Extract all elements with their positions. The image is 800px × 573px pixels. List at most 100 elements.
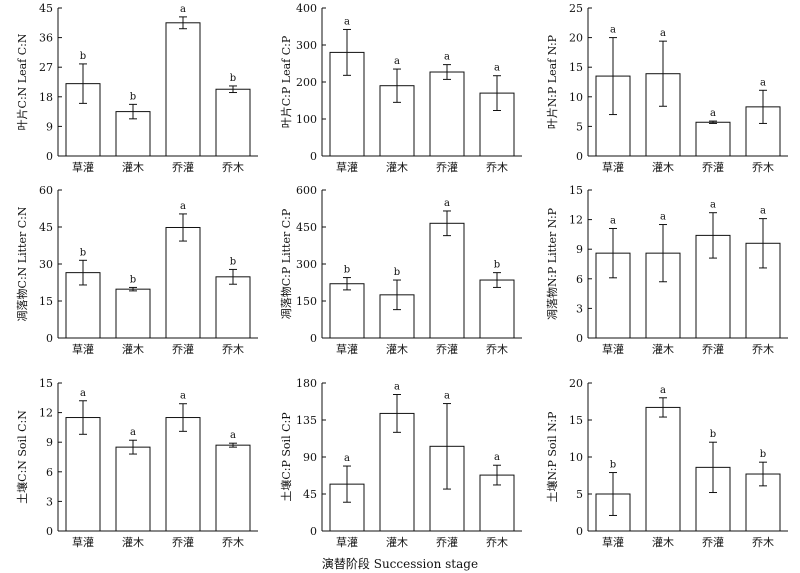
significance-letter: a: [180, 201, 186, 212]
significance-letter: a: [130, 427, 136, 438]
x-category-label: 乔木: [752, 343, 774, 356]
significance-letter: b: [80, 51, 86, 62]
y-tick-label: 600: [296, 184, 317, 197]
y-tick-label: 0: [576, 332, 583, 345]
significance-letter: b: [610, 460, 616, 471]
y-tick-label: 5: [576, 120, 583, 133]
y-tick-label: 5: [576, 488, 583, 501]
x-category-label: 乔灌: [172, 536, 194, 549]
y-tick-label: 15: [39, 295, 53, 308]
x-category-label: 灌木: [386, 161, 408, 174]
significance-letter: b: [130, 274, 136, 285]
bar: [479, 279, 515, 339]
y-tick-label: 10: [569, 91, 583, 104]
y-tick-label: 135: [296, 414, 317, 427]
significance-letter: a: [230, 430, 236, 441]
y-tick-label: 10: [569, 451, 583, 464]
significance-letter: a: [444, 391, 450, 402]
y-tick-label: 0: [310, 150, 317, 163]
y-tick-label: 400: [296, 2, 317, 15]
y-tick-label: 180: [296, 377, 317, 390]
y-tick-label: 45: [39, 2, 53, 15]
y-tick-label: 0: [576, 525, 583, 538]
y-tick-label: 3: [46, 495, 53, 508]
significance-letter: a: [80, 388, 86, 399]
panel-3: 0 5 10 15 20 25 叶片N:P Leaf N:P a 草灌 a 灌木 a 乔灌 a 乔木: [546, 2, 788, 174]
significance-letter: a: [394, 382, 400, 393]
significance-letter: a: [180, 4, 186, 15]
bar: [215, 88, 251, 157]
y-tick-label: 300: [296, 39, 317, 52]
bar: [695, 121, 731, 157]
y-tick-label: 0: [310, 525, 317, 538]
bar: [65, 417, 101, 532]
bar: [429, 71, 465, 157]
y-tick-label: 0: [46, 150, 53, 163]
bar: [429, 222, 465, 339]
significance-letter: a: [494, 63, 500, 74]
bar: [165, 417, 201, 532]
y-tick-label: 150: [296, 295, 317, 308]
significance-letter: b: [80, 247, 86, 258]
x-category-label: 灌木: [122, 161, 144, 174]
y-tick-label: 0: [310, 332, 317, 345]
x-category-label: 草灌: [336, 343, 358, 356]
y-tick-label: 9: [46, 436, 53, 449]
significance-letter: a: [444, 52, 450, 63]
x-category-label: 乔木: [752, 161, 774, 174]
y-axis-label: 凋落物N:P Litter N:P: [545, 207, 559, 320]
x-category-label: 草灌: [602, 343, 624, 356]
x-axis-title: 演替阶段 Succession stage: [322, 556, 478, 571]
x-category-label: 草灌: [72, 536, 94, 549]
x-category-label: 乔木: [222, 343, 244, 356]
panel-7: 0 3 6 9 12 15 土壤C:N Soil C:N a 草灌 a 灌木 a 乔灌 a 乔木: [15, 377, 258, 549]
y-tick-label: 18: [39, 91, 53, 104]
y-tick-label: 6: [46, 466, 53, 479]
panel-9: 0 5 10 15 20 土壤N:P Soil N:P b 草灌 a 灌木 b 乔灌 b 乔木: [545, 377, 788, 549]
y-tick-label: 0: [46, 525, 53, 538]
x-category-label: 乔灌: [702, 536, 724, 549]
significance-letter: a: [710, 200, 716, 211]
x-category-label: 灌木: [386, 343, 408, 356]
x-category-label: 乔灌: [172, 343, 194, 356]
significance-letter: a: [660, 385, 666, 396]
y-axis-label: 凋落物C:P Litter C:P: [279, 208, 293, 319]
significance-letter: b: [230, 256, 236, 267]
x-category-label: 乔木: [486, 343, 508, 356]
y-tick-label: 0: [576, 150, 583, 163]
significance-letter: a: [394, 56, 400, 67]
panel-2: 0 100 200 300 400 叶片C:P Leaf C:P a 草灌 a 灌木 a 乔灌 a 乔木: [280, 2, 522, 174]
y-tick-label: 20: [569, 32, 583, 45]
significance-letter: a: [710, 108, 716, 119]
x-category-label: 灌木: [386, 536, 408, 549]
significance-letter: b: [130, 91, 136, 102]
significance-letter: a: [610, 215, 616, 226]
bar: [215, 444, 251, 532]
bar: [329, 283, 365, 339]
y-axis-label: 叶片C:N Leaf C:N: [16, 33, 29, 130]
x-category-label: 草灌: [336, 536, 358, 549]
y-axis-label: 凋落物C:N Litter C:N: [15, 206, 29, 321]
y-tick-label: 36: [39, 32, 53, 45]
y-tick-label: 45: [303, 488, 317, 501]
x-category-label: 乔灌: [702, 161, 724, 174]
x-category-label: 乔灌: [702, 343, 724, 356]
significance-letter: a: [344, 16, 350, 27]
x-category-label: 乔灌: [436, 161, 458, 174]
y-tick-label: 300: [296, 258, 317, 271]
x-category-label: 乔灌: [172, 161, 194, 174]
panel-1: 0 9 18 27 36 45 叶片C:N Leaf C:N b 草灌 b 灌木 a 乔灌 b 乔木: [16, 2, 258, 174]
significance-letter: a: [494, 452, 500, 463]
panel-6: 0 3 6 9 12 15 凋落物N:P Litter N:P a 草灌 a 灌木 a 乔灌 a 乔木: [545, 184, 788, 356]
significance-letter: a: [760, 77, 766, 88]
y-tick-label: 9: [46, 120, 53, 133]
y-tick-label: 15: [569, 184, 583, 197]
y-tick-label: 45: [39, 221, 53, 234]
x-category-label: 乔灌: [436, 536, 458, 549]
y-tick-label: 30: [39, 258, 53, 271]
y-axis-label: 叶片N:P Leaf N:P: [546, 34, 559, 129]
panel-4: 0 15 30 45 60 凋落物C:N Litter C:N b 草灌 b 灌木 a 乔灌 b 乔木: [15, 184, 258, 356]
